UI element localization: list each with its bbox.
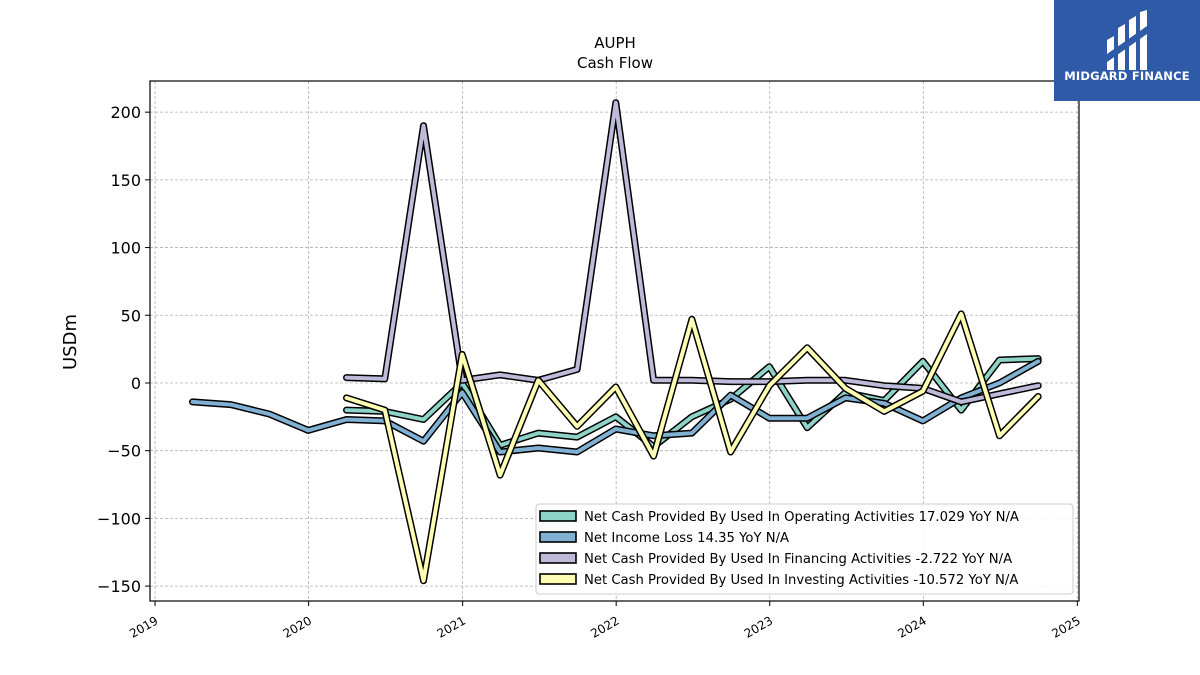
legend-label: Net Cash Provided By Used In Investing A…: [584, 573, 1018, 588]
legend-swatch: [539, 531, 577, 543]
series-line: [190, 359, 1041, 454]
y-axis: −150 −100 −50 0 50 100 150 200: [97, 103, 150, 596]
series-3: [343, 310, 1042, 585]
x-tick-label: 2022: [588, 613, 621, 640]
chart-title: AUPH: [594, 34, 636, 52]
x-tick-label: 2019: [127, 613, 160, 640]
grid-lines: [150, 81, 1079, 601]
midgard-logo-icon: [1107, 10, 1147, 70]
legend-swatch: [539, 552, 577, 564]
legend-label: Net Cash Provided By Used In Operating A…: [584, 510, 1019, 525]
y-tick-label: 100: [110, 239, 141, 258]
series-line-outline: [343, 99, 1042, 406]
y-tick-label: 200: [110, 103, 141, 122]
plot-frame: [149, 80, 1080, 602]
y-tick-label: 150: [110, 171, 141, 190]
chart-subtitle: Cash Flow: [577, 54, 653, 72]
legend-box: [535, 503, 1074, 595]
y-tick-label: 50: [121, 306, 141, 325]
legend-swatch: [539, 510, 577, 522]
series-line: [344, 311, 1041, 583]
series-lines: [189, 99, 1042, 585]
series-line: [344, 100, 1041, 404]
y-tick-label: −50: [107, 442, 141, 461]
legend: Net Cash Provided By Used In Operating A…: [535, 503, 1074, 595]
x-tick-label: 2021: [435, 613, 468, 640]
midgard-finance-logo: MIDGARD FINANCE: [1054, 0, 1200, 101]
x-tick-label: 2023: [742, 613, 775, 640]
y-axis-label: USDm: [60, 314, 81, 370]
series-2: [343, 99, 1042, 406]
brand-name: MIDGARD FINANCE: [1064, 69, 1190, 83]
legend-label: Net Income Loss 14.35 YoY N/A: [584, 531, 789, 546]
x-tick-label: 2025: [1049, 613, 1082, 640]
x-tick-label: 2024: [895, 613, 928, 640]
legend-swatch: [539, 573, 577, 585]
y-tick-label: −100: [97, 509, 141, 528]
x-axis: 2019 2020 2021 2022 2023 2024 2025: [127, 601, 1083, 641]
x-tick-label: 2020: [281, 613, 314, 640]
series-1: [189, 357, 1042, 456]
y-tick-label: −150: [97, 577, 141, 596]
y-tick-label: 0: [131, 374, 141, 393]
legend-label: Net Cash Provided By Used In Financing A…: [584, 552, 1012, 567]
